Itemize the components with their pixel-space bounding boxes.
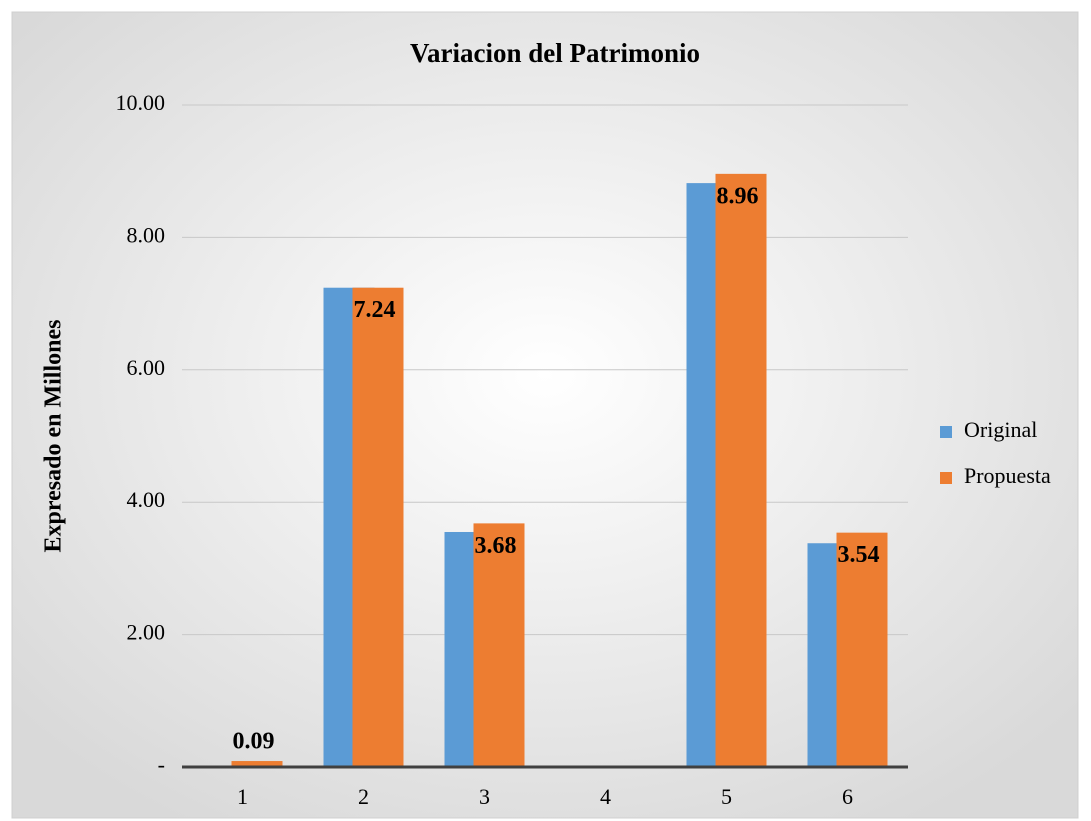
- x-tick-label: 6: [842, 784, 853, 809]
- data-label: 7.24: [354, 297, 396, 323]
- data-label: 8.96: [717, 183, 759, 209]
- legend-label: Original: [964, 417, 1037, 442]
- x-tick-label: 3: [479, 784, 490, 809]
- data-label: 3.54: [838, 542, 880, 568]
- x-tick-label: 2: [358, 784, 369, 809]
- bar: [352, 287, 404, 767]
- legend-swatch: [940, 472, 952, 484]
- x-tick-label: 1: [237, 784, 248, 809]
- bar: [473, 523, 525, 767]
- chart-frame: [11, 11, 1079, 819]
- bar: [715, 173, 767, 767]
- y-tick-label: 4.00: [127, 487, 166, 512]
- bar: [836, 532, 888, 767]
- x-tick-label: 5: [721, 784, 732, 809]
- chart-title: Variacion del Patrimonio: [410, 38, 700, 68]
- y-tick-label: 8.00: [127, 222, 166, 247]
- legend-label: Propuesta: [964, 463, 1051, 488]
- legend-swatch: [940, 426, 952, 438]
- y-tick-label: 10.00: [116, 90, 166, 115]
- y-tick-label: 6.00: [127, 355, 166, 380]
- data-label: 3.68: [475, 533, 517, 559]
- y-tick-label: 2.00: [127, 620, 166, 645]
- x-tick-label: 4: [600, 784, 611, 809]
- y-axis-label: Expresado en Millones: [41, 320, 67, 553]
- data-label: 0.09: [233, 729, 275, 755]
- bar: [231, 761, 283, 767]
- y-tick-label: -: [158, 752, 165, 777]
